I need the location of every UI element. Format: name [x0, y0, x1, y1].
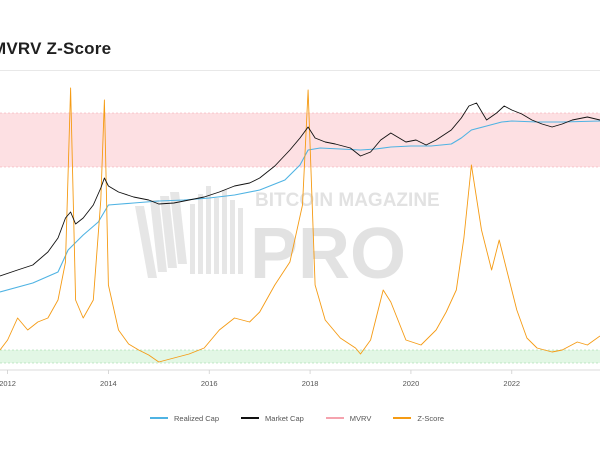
watermark-candle: [214, 198, 219, 274]
legend-swatch-mvrv: [325, 417, 344, 419]
x-axis: 2012 2014 2016 2018 2020 2022: [0, 369, 600, 388]
watermark-stripe: [135, 206, 157, 278]
watermark-candle: [238, 208, 243, 274]
chart-area[interactable]: BITCOIN MAGAZINE PRO 2012 2014 2016 2018 202…: [0, 0, 600, 400]
watermark-bottom-text: PRO: [250, 214, 406, 294]
legend-swatch-market-cap: [241, 417, 260, 419]
legend-item-mvrv[interactable]: MVRV: [325, 413, 372, 423]
watermark-stripe: [170, 192, 187, 264]
legend-item-market-cap[interactable]: Market Cap: [241, 414, 304, 423]
watermark-stripe: [150, 200, 167, 272]
watermark-candle: [198, 194, 203, 274]
legend-label-mvrv: MVRV: [349, 413, 372, 423]
x-tick-label: 2016: [201, 379, 218, 388]
x-tick-label: 2022: [503, 379, 520, 388]
x-tick-label: 2018: [302, 379, 319, 388]
watermark-candle: [222, 190, 227, 274]
x-tick-label: 2014: [100, 379, 117, 388]
series-line-realized-cap: [0, 120, 600, 293]
legend-item-z-score[interactable]: Z-Score: [393, 414, 444, 423]
chart-title: MVRV Z-Score: [0, 39, 112, 58]
legend-label-z-score: Z-Score: [417, 413, 445, 423]
watermark-candle: [230, 200, 235, 274]
watermark-logo-icon: [135, 186, 243, 278]
watermark-candle: [206, 186, 211, 274]
watermark-stripe: [160, 196, 177, 268]
legend-swatch-z-score: [393, 417, 412, 419]
series-layer: [0, 87, 600, 363]
legend-swatch-realized-cap: [150, 417, 168, 419]
title-divider: [0, 70, 600, 71]
legend: Realized Cap Market Cap MVRV Z-Score: [150, 410, 466, 426]
x-tick-label: 2012: [0, 379, 16, 388]
legend-label-market-cap: Market Cap: [265, 413, 304, 423]
legend-label-realized-cap: Realized Cap: [174, 413, 220, 423]
watermark: BITCOIN MAGAZINE PRO: [135, 186, 440, 294]
series-line-z-score: [0, 87, 600, 363]
zone-band: [0, 350, 600, 363]
watermark-top-text: BITCOIN MAGAZINE: [255, 190, 440, 211]
x-tick-label: 2020: [403, 379, 420, 388]
legend-item-realized-cap[interactable]: Realized Cap: [150, 414, 219, 423]
watermark-candle: [190, 204, 195, 274]
series-line-market-cap: [0, 102, 600, 277]
